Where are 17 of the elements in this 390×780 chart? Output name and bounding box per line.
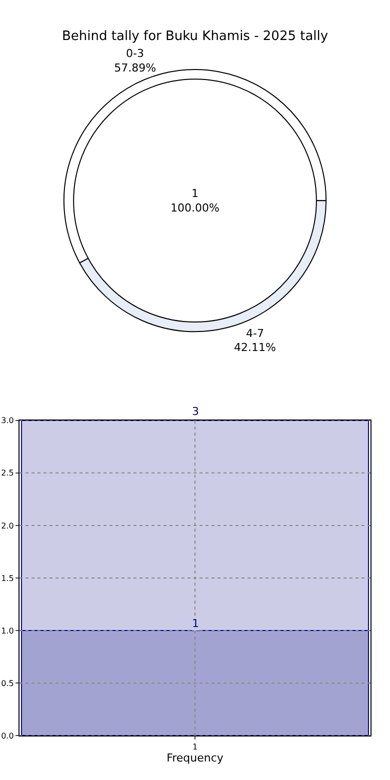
y-tick-label: 0.0 [1,731,14,740]
y-tick-label: 1.5 [1,574,14,583]
slice-label: 0-3 [126,47,144,60]
data-label: 42.11% [234,341,276,354]
x-axis-title: Frequency [166,751,224,764]
data-label: 1 [192,617,199,630]
y-tick-label: 2.0 [1,521,14,530]
slice-label: 1 [192,186,198,200]
y-tick-label: 1.0 [1,626,14,636]
slice-label: 4-7 [246,326,264,340]
total-label: 3 [192,405,199,418]
y-tick-label: 2.5 [1,468,14,478]
data-label: 100.00% [170,201,220,214]
chart-title: Behind tally for Buku Khamis - 2025 tally [62,29,328,44]
data-label: 57.89% [114,61,156,74]
y-tick-label: 3.0 [1,416,14,426]
y-tick-label: 0.5 [1,678,14,688]
